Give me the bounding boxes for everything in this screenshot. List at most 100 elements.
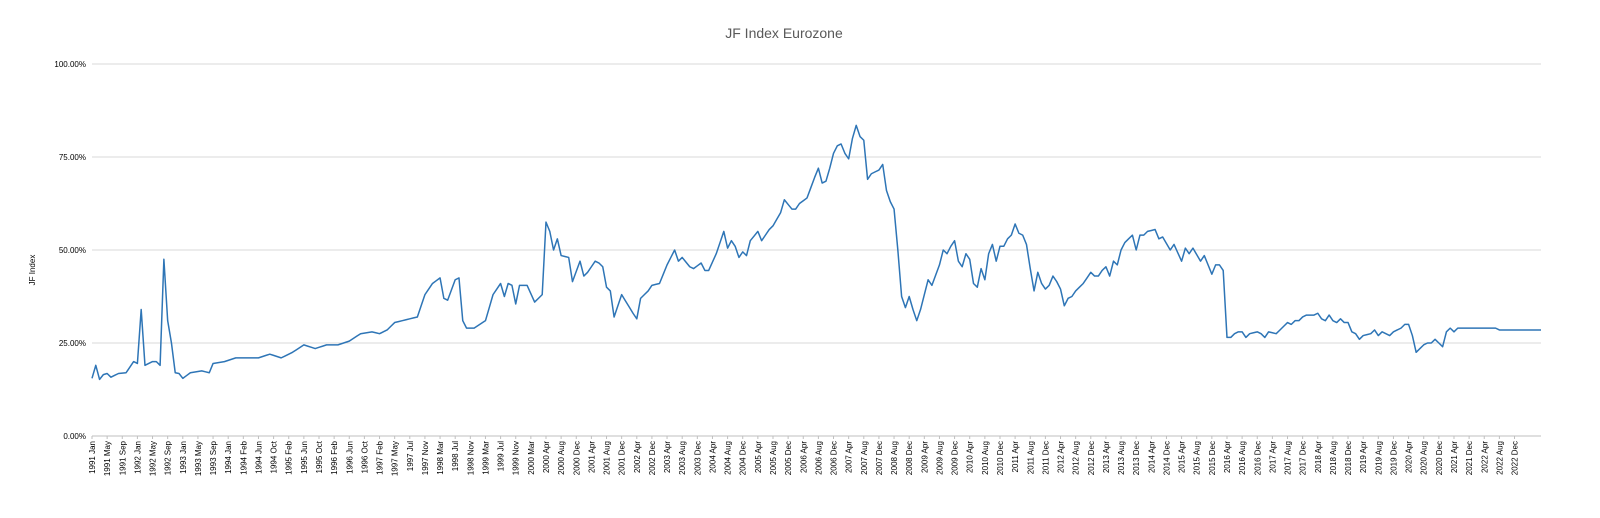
x-tick-label: 1998 Jul bbox=[451, 441, 460, 471]
x-tick-label: 2017 Dec bbox=[1299, 441, 1308, 475]
x-tick-label: 1996 Oct bbox=[360, 440, 369, 473]
x-tick-label: 2011 Aug bbox=[1026, 441, 1035, 474]
x-tick-label: 2013 Apr bbox=[1102, 441, 1111, 473]
x-tick-label: 1992 May bbox=[149, 441, 158, 476]
x-tick-label: 2019 Apr bbox=[1359, 441, 1368, 473]
x-tick-label: 2011 Apr bbox=[1011, 441, 1020, 473]
x-tick-label: 2006 Apr bbox=[799, 441, 808, 473]
x-tick-label: 1999 Jul bbox=[497, 441, 506, 471]
x-tick-label: 2005 Aug bbox=[769, 441, 778, 475]
x-tick-label: 1995 Feb bbox=[285, 440, 294, 474]
x-tick-label: 2016 Aug bbox=[1238, 441, 1247, 475]
x-tick-label: 2008 Dec bbox=[905, 441, 914, 475]
x-tick-label: 2017 Aug bbox=[1284, 441, 1293, 475]
x-tick-label: 1999 Nov bbox=[512, 441, 521, 475]
x-tick-label: 2001 Aug bbox=[603, 441, 612, 475]
x-tick-label: 2020 Dec bbox=[1435, 441, 1444, 475]
x-tick-label: 2004 Dec bbox=[739, 441, 748, 475]
x-tick-label: 1997 Jul bbox=[406, 441, 415, 471]
x-tick-label: 2002 Apr bbox=[633, 441, 642, 473]
x-tick-label: 2013 Aug bbox=[1117, 441, 1126, 475]
y-tick-label: 25.00% bbox=[59, 339, 86, 348]
x-tick-label: 2012 Aug bbox=[1072, 441, 1081, 475]
x-tick-label: 2018 Apr bbox=[1314, 441, 1323, 473]
x-tick-label: 2014 Dec bbox=[1162, 441, 1171, 475]
x-tick-label: 2013 Dec bbox=[1132, 441, 1141, 475]
x-tick-label: 2011 Dec bbox=[1041, 441, 1050, 475]
x-tick-label: 2017 Apr bbox=[1268, 441, 1277, 473]
x-tick-label: 2015 Dec bbox=[1208, 441, 1217, 475]
x-tick-label: 1993 May bbox=[194, 441, 203, 476]
x-tick-label: 1997 Feb bbox=[376, 440, 385, 474]
x-tick-label: 1993 Sep bbox=[209, 440, 218, 475]
x-tick-label: 2015 Apr bbox=[1178, 441, 1187, 473]
x-tick-label: 1992 Jan bbox=[133, 441, 142, 474]
x-tick-label: 2003 Apr bbox=[663, 441, 672, 473]
x-tick-label: 2004 Aug bbox=[724, 441, 733, 475]
x-tick-label: 2022 Dec bbox=[1511, 441, 1520, 475]
x-tick-label: 2012 Apr bbox=[1057, 441, 1066, 473]
x-tick-label: 2020 Apr bbox=[1405, 441, 1414, 473]
x-tick-label: 2019 Dec bbox=[1389, 441, 1398, 475]
x-tick-label: 2018 Dec bbox=[1344, 441, 1353, 475]
x-tick-label: 2021 Apr bbox=[1450, 441, 1459, 473]
series-line bbox=[91, 124, 1541, 381]
x-tick-label: 2016 Dec bbox=[1253, 441, 1262, 475]
x-tick-label: 1997 Nov bbox=[421, 441, 430, 475]
x-tick-label: 2019 Aug bbox=[1374, 441, 1383, 475]
y-tick-label: 50.00% bbox=[59, 246, 86, 255]
x-tick-label: 1992 Sep bbox=[164, 440, 173, 475]
x-tick-label: 1994 Jun bbox=[254, 441, 263, 474]
y-tick-label: 0.00% bbox=[63, 432, 86, 441]
gridlines bbox=[92, 63, 1541, 437]
x-tick-label: 2004 Apr bbox=[708, 441, 717, 473]
x-tick-label: 2010 Aug bbox=[981, 441, 990, 475]
x-tick-label: 2015 Aug bbox=[1193, 441, 1202, 475]
x-tick-label: 2016 Apr bbox=[1223, 441, 1232, 473]
x-tick-label: 1995 Jun bbox=[300, 441, 309, 474]
x-tick-label: 2008 Aug bbox=[890, 441, 899, 475]
x-tick-label: 1999 Mar bbox=[481, 441, 490, 475]
x-tick-label: 1997 May bbox=[391, 441, 400, 476]
x-tick-label: 2022 Apr bbox=[1480, 441, 1489, 473]
x-tick-label: 2009 Dec bbox=[951, 441, 960, 475]
x-tick-label: 2012 Dec bbox=[1087, 441, 1096, 475]
y-tick-labels: 0.00% 25.00% 50.00% 75.00% 100.00% bbox=[54, 60, 86, 441]
x-tick-label: 1996 Feb bbox=[330, 440, 339, 474]
x-tick-label: 2021 Dec bbox=[1465, 441, 1474, 475]
x-tick-label: 1998 Mar bbox=[436, 441, 445, 475]
x-tick-label: 2007 Dec bbox=[875, 441, 884, 475]
x-tick-label: 2010 Dec bbox=[996, 441, 1005, 475]
x-tick-label: 2005 Apr bbox=[754, 441, 763, 473]
x-tick-label: 2000 Mar bbox=[527, 441, 536, 475]
y-tick-label: 75.00% bbox=[59, 153, 86, 162]
x-tick-label: 1998 Nov bbox=[466, 441, 475, 475]
x-tick-label: 2018 Aug bbox=[1329, 441, 1338, 475]
x-tick-labels: 1991 Jan 1991 May 1991 Sep 1992 Jan 1992 May… bbox=[88, 436, 1520, 476]
x-tick-label: 1994 Jan bbox=[224, 441, 233, 474]
x-tick-label: 2009 Apr bbox=[920, 441, 929, 473]
x-tick-label: 1996 Jun bbox=[345, 441, 354, 474]
x-tick-label: 2005 Dec bbox=[784, 441, 793, 475]
x-tick-label: 2009 Aug bbox=[935, 441, 944, 475]
x-tick-label: 2000 Apr bbox=[542, 441, 551, 473]
x-tick-label: 1991 Sep bbox=[118, 440, 127, 475]
x-tick-label: 2002 Dec bbox=[648, 441, 657, 475]
x-tick-label: 1994 Oct bbox=[270, 440, 279, 473]
x-tick-label: 2000 Aug bbox=[557, 441, 566, 475]
x-tick-label: 2007 Aug bbox=[860, 441, 869, 475]
x-tick-label: 1991 Jan bbox=[88, 441, 97, 474]
x-tick-label: 2003 Aug bbox=[678, 441, 687, 475]
x-tick-label: 2022 Aug bbox=[1495, 441, 1504, 475]
x-tick-label: 2001 Dec bbox=[618, 441, 627, 475]
x-tick-label: 1991 May bbox=[103, 441, 112, 476]
chart-title: JF Index Eurozone bbox=[725, 25, 843, 41]
x-tick-label: 2006 Aug bbox=[814, 441, 823, 475]
x-tick-label: 1994 Feb bbox=[239, 440, 248, 474]
x-tick-label: 2000 Dec bbox=[572, 441, 581, 475]
series-group bbox=[91, 124, 1541, 381]
x-tick-label: 2007 Apr bbox=[845, 441, 854, 473]
x-tick-label: 1993 Jan bbox=[179, 441, 188, 474]
x-tick-label: 2014 Apr bbox=[1147, 441, 1156, 473]
